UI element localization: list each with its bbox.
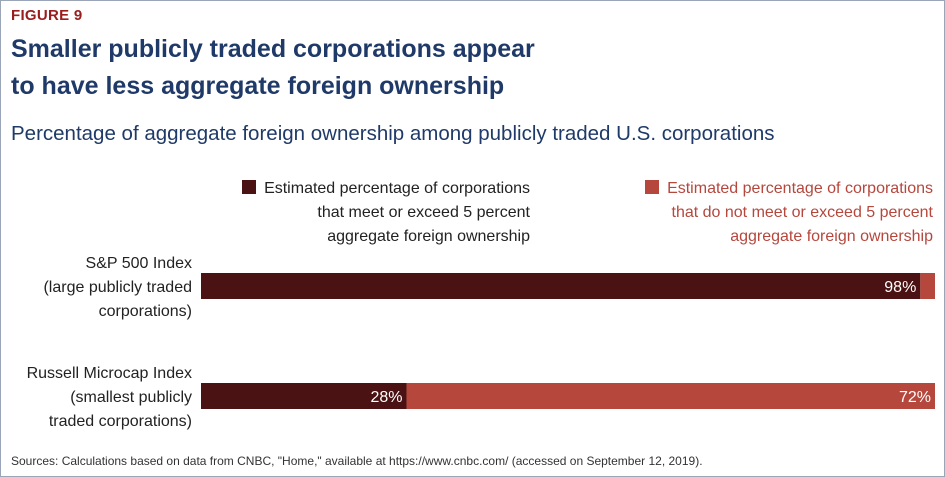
chart-subtitle: Percentage of aggregate foreign ownershi…: [11, 122, 775, 145]
bar-segment-sp500-meets: [201, 273, 921, 299]
legend-text: that do not meet or exceed 5 percent: [671, 204, 934, 221]
legend-text: Estimated percentage of corporations: [667, 180, 933, 197]
bar-segment-sp500-not-meets: [920, 273, 935, 299]
title-line: to have less aggregate foreign ownership: [11, 72, 505, 100]
category-label-russell: Russell Microcap Index (smallest publicl…: [26, 365, 192, 430]
legend-text: aggregate foreign ownership: [327, 228, 530, 245]
data-label-sp500-meets: 98%: [884, 279, 916, 296]
legend-text: aggregate foreign ownership: [730, 228, 933, 245]
legend-item-meets: Estimated percentage of corporations tha…: [242, 177, 530, 249]
category-label-sp500: S&P 500 Index (large publicly traded cor…: [43, 255, 192, 320]
legend-text: that meet or exceed 5 percent: [317, 204, 530, 221]
data-label-russell-meets: 28%: [370, 389, 402, 406]
legend-text: Estimated percentage of corporations: [264, 180, 530, 197]
figure-label: FIGURE 9: [11, 7, 83, 24]
source-note: Sources: Calculations based on data from…: [11, 454, 703, 468]
bar-segment-russell-meets: [201, 383, 407, 409]
legend-item-not-meets: Estimated percentage of corporations tha…: [645, 177, 933, 249]
chart-title: Smaller publicly traded corporations app…: [11, 31, 711, 105]
data-label-russell-not-meets: 72%: [899, 389, 931, 406]
legend-swatch-meets: [242, 180, 257, 194]
bar-segment-russell-not-meets: [406, 383, 935, 409]
title-line: Smaller publicly traded corporations app…: [11, 35, 535, 63]
legend-swatch-not-meets: [645, 180, 660, 194]
